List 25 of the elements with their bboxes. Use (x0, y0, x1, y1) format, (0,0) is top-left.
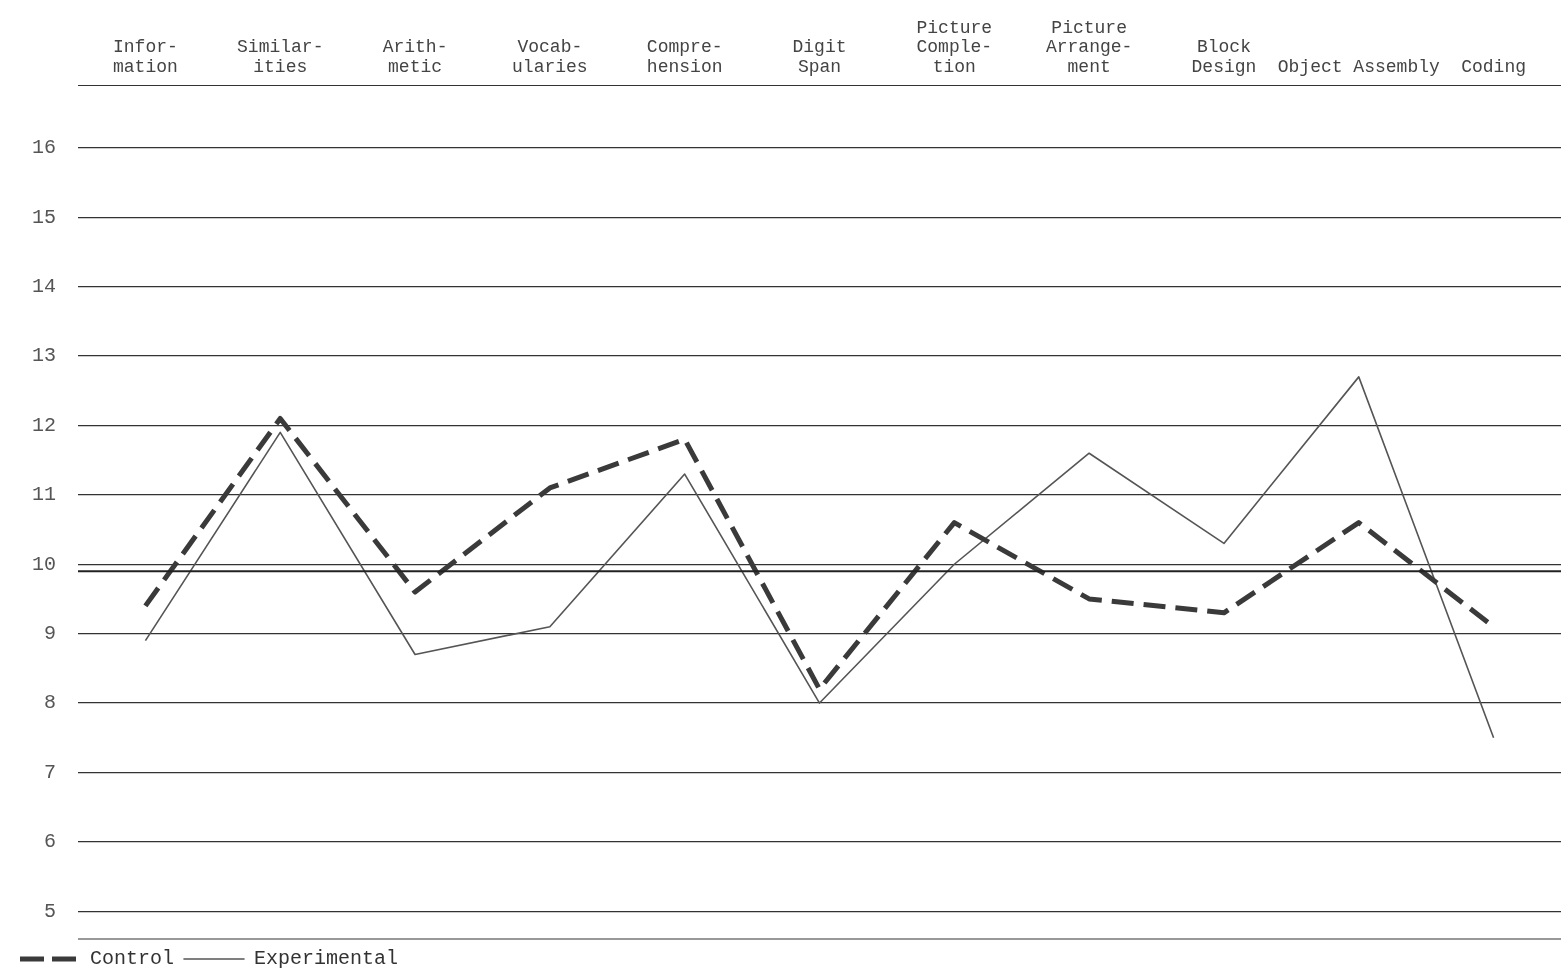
legend-label: Control (90, 947, 175, 971)
y-tick-label: 11 (31, 483, 56, 507)
y-tick-label: 6 (43, 830, 56, 854)
y-tick-label: 5 (43, 899, 56, 923)
y-tick-label: 10 (31, 552, 56, 576)
x-tick-label: Similar- ities (237, 37, 324, 78)
x-tick-label: Coding (1461, 57, 1526, 78)
y-tick-label: 8 (43, 691, 56, 715)
y-tick-label: 7 (43, 760, 56, 784)
x-tick-label: Picture Comple- tion (916, 17, 993, 78)
x-tick-label: Vocab- ularies (512, 37, 588, 78)
y-tick-label: 13 (31, 344, 56, 368)
y-tick-label: 9 (43, 621, 56, 645)
y-tick-label: 15 (31, 205, 56, 229)
x-tick-label: Object Assembly (1277, 57, 1440, 78)
x-tick-label: Block Design (1191, 37, 1257, 78)
y-tick-label: 14 (31, 274, 56, 298)
x-tick-label: Infor- mation (113, 37, 178, 78)
legend-label: Experimental (254, 947, 399, 971)
x-tick-label: Picture Arrange- ment (1045, 17, 1133, 78)
y-tick-label: 12 (31, 413, 56, 437)
x-tick-label: Arith- metic (382, 37, 448, 78)
y-tick-label: 16 (31, 136, 56, 160)
x-tick-label: Compre- hension (646, 37, 723, 78)
x-tick-label: Digit Span (792, 37, 847, 78)
